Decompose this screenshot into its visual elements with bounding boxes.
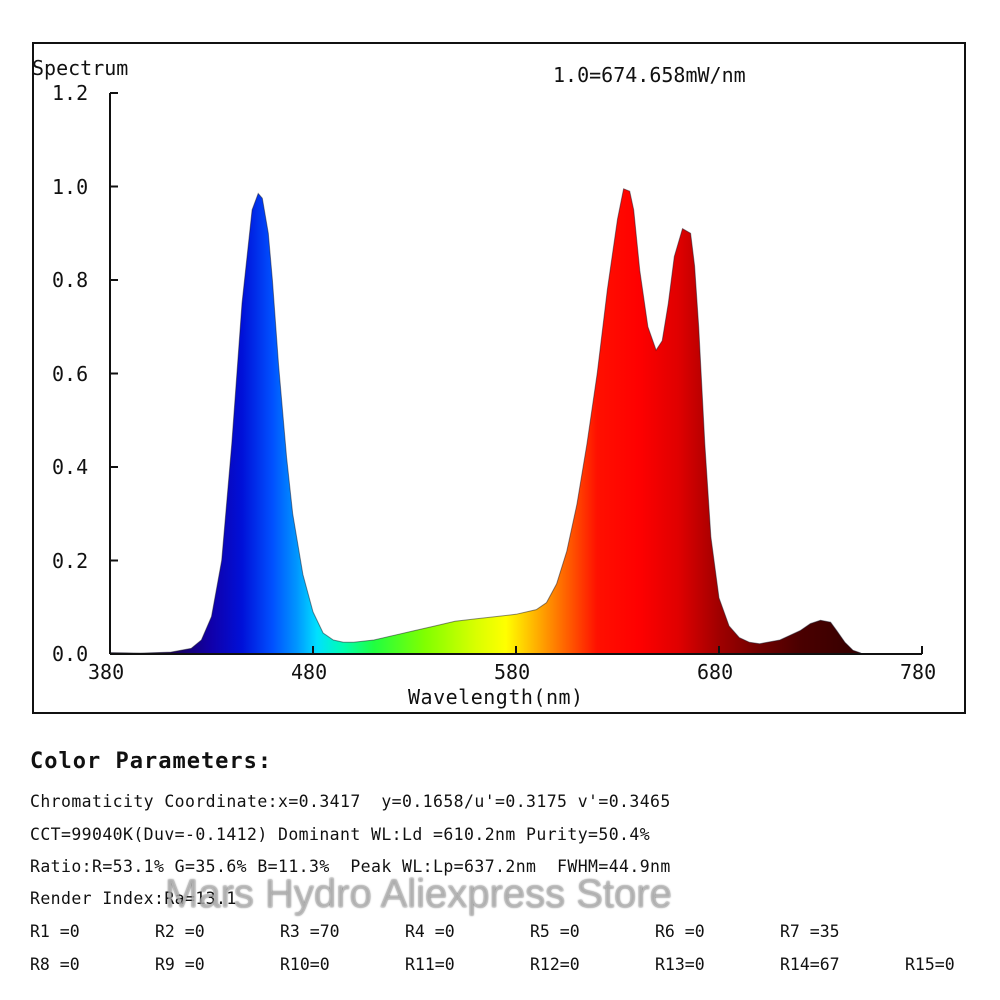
render-index-line: Render Index:Ra=13.1 — [30, 889, 237, 908]
r2-value: R2 =0 — [155, 922, 205, 941]
chart-title: Spectrum — [32, 56, 129, 80]
cct-line: CCT=99040K(Duv=-0.1412) Dominant WL:Ld =… — [30, 825, 651, 844]
r1-value: R1 =0 — [30, 922, 80, 941]
r11-value: R11=0 — [405, 955, 455, 974]
chart-frame — [32, 42, 966, 714]
r12-value: R12=0 — [530, 955, 580, 974]
watermark-text: Mars Hydro Aliexpress Store — [165, 872, 672, 916]
r7-value: R7 =35 — [780, 922, 840, 941]
x-tick-label: 580 — [494, 660, 531, 684]
spectrum-area — [110, 188, 862, 654]
y-tick-label: 0.6 — [52, 361, 89, 386]
r5-value: R5 =0 — [530, 922, 580, 941]
y-tick-label: 1.0 — [52, 174, 89, 199]
r8-value: R8 =0 — [30, 955, 80, 974]
r3-value: R3 =70 — [280, 922, 340, 941]
x-tick-label: 680 — [697, 660, 734, 684]
axis-ticks — [109, 92, 923, 655]
y-tick-label: 0.2 — [52, 548, 89, 573]
x-axis-label: Wavelength(nm) — [408, 685, 584, 709]
x-tick-label: 380 — [88, 660, 125, 684]
r4-value: R4 =0 — [405, 922, 455, 941]
spectrum-line — [109, 188, 862, 654]
r6-value: R6 =0 — [655, 922, 705, 941]
chromaticity-line: Chromaticity Coordinate:x=0.3417 y=0.165… — [30, 792, 671, 811]
chart-subtitle: 1.0=674.658mW/nm — [553, 63, 746, 87]
r15-value: R15=0 — [905, 955, 955, 974]
r13-value: R13=0 — [655, 955, 705, 974]
spectrum-chart — [109, 92, 923, 655]
x-tick-label: 480 — [291, 660, 328, 684]
r14-value: R14=67 — [780, 955, 840, 974]
y-tick-label: 0.8 — [52, 268, 89, 292]
ratio-line: Ratio:R=53.1% G=35.6% B=11.3% Peak WL:Lp… — [30, 857, 671, 876]
r10-value: R10=0 — [280, 955, 330, 974]
params-title: Color Parameters: — [30, 749, 273, 774]
y-tick-label: 1.2 — [52, 81, 89, 105]
x-tick-label: 780 — [900, 660, 937, 684]
y-tick-label: 0.0 — [52, 642, 89, 666]
r9-value: R9 =0 — [155, 955, 205, 974]
y-tick-label: 0.4 — [52, 455, 89, 479]
